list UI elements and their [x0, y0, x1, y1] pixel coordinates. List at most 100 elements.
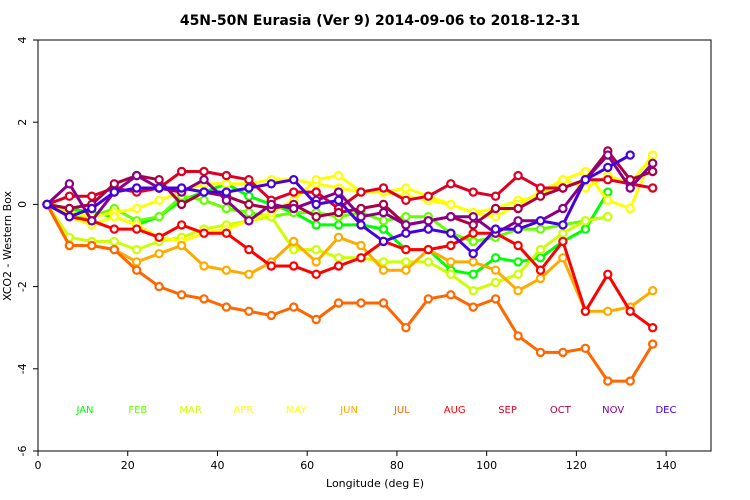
data-point — [311, 199, 321, 210]
data-point — [109, 224, 120, 234]
data-point — [401, 228, 411, 238]
data-point — [490, 294, 501, 304]
data-point — [423, 294, 433, 304]
x-axis: 0 20 40 60 80 100 120 140 — [35, 451, 677, 472]
data-point — [603, 306, 613, 316]
data-point — [468, 257, 478, 267]
data-point — [603, 150, 613, 160]
data-point — [311, 257, 321, 267]
data-point — [513, 286, 523, 296]
data-point — [333, 170, 344, 181]
x-tick-label: 120 — [566, 459, 587, 472]
data-point — [446, 228, 456, 238]
data-point — [266, 179, 276, 189]
data-point — [356, 187, 366, 197]
data-point — [446, 211, 456, 222]
data-point — [535, 216, 546, 226]
data-point — [468, 286, 478, 296]
data-point — [490, 224, 501, 234]
data-point — [266, 261, 276, 271]
data-point — [199, 261, 209, 271]
data-point — [131, 244, 142, 255]
data-point — [446, 199, 456, 210]
data-point — [176, 183, 187, 193]
data-point — [535, 347, 546, 358]
y-tick-label: 0 — [16, 201, 29, 208]
data-point — [244, 269, 254, 279]
data-point — [176, 220, 187, 230]
data-point — [648, 183, 658, 193]
series-line — [45, 203, 654, 313]
data-point — [311, 244, 321, 255]
data-point — [244, 191, 254, 201]
legend-entry: JUN — [339, 405, 358, 416]
data-point — [378, 298, 389, 308]
data-point — [468, 236, 478, 247]
series-line — [46, 203, 654, 329]
legend-entry: NOV — [602, 405, 624, 416]
data-point — [513, 224, 523, 234]
data-point — [558, 253, 568, 263]
data-point — [513, 216, 523, 226]
data-point — [244, 207, 254, 218]
data-point — [199, 174, 209, 185]
data-point — [64, 203, 75, 214]
series-layer — [42, 146, 658, 386]
data-point — [513, 269, 523, 279]
data-point — [603, 162, 613, 173]
data-point — [446, 240, 456, 251]
data-point — [558, 203, 568, 214]
y-tick-label: -4 — [16, 363, 29, 374]
data-point — [468, 302, 478, 312]
data-point — [625, 203, 635, 214]
data-point — [580, 216, 591, 226]
data-point — [289, 187, 299, 197]
data-point — [558, 183, 568, 193]
data-point — [490, 277, 501, 288]
data-point — [468, 211, 478, 222]
data-point — [401, 220, 411, 230]
data-point — [289, 261, 299, 271]
data-point — [468, 248, 478, 259]
data-point — [535, 265, 546, 275]
y-tick-label: 4 — [16, 37, 29, 44]
data-point — [221, 228, 232, 238]
x-tick-label: 0 — [35, 459, 42, 472]
x-tick-label: 20 — [121, 459, 135, 472]
data-point — [558, 347, 568, 358]
data-point — [221, 195, 232, 205]
data-point — [289, 236, 299, 247]
legend-entry: MAR — [179, 405, 201, 416]
data-point — [513, 331, 523, 341]
data-point — [401, 183, 411, 193]
data-point — [625, 183, 635, 193]
data-point — [401, 211, 411, 222]
data-point — [625, 150, 635, 160]
data-point — [109, 236, 120, 247]
data-point — [423, 224, 433, 234]
data-point — [378, 207, 389, 218]
plot-frame — [37, 39, 712, 452]
legend-entry: APR — [234, 405, 254, 416]
data-point — [446, 269, 456, 279]
data-point — [154, 232, 164, 242]
data-point — [154, 195, 164, 205]
data-point — [490, 191, 501, 201]
data-point — [558, 236, 568, 247]
data-point — [221, 170, 232, 181]
series-line — [45, 203, 654, 383]
data-point — [468, 269, 478, 279]
x-axis-label: Longitude (deg E) — [326, 477, 424, 490]
data-point — [176, 199, 187, 210]
data-point — [154, 248, 164, 259]
data-point — [648, 150, 658, 160]
data-point — [289, 203, 299, 214]
data-point — [221, 265, 232, 275]
data-point — [603, 174, 613, 185]
data-point — [109, 244, 120, 255]
series-mar — [42, 199, 613, 296]
data-point — [266, 199, 276, 210]
data-point — [311, 187, 321, 197]
series-dec — [42, 150, 635, 259]
data-point — [558, 228, 568, 238]
